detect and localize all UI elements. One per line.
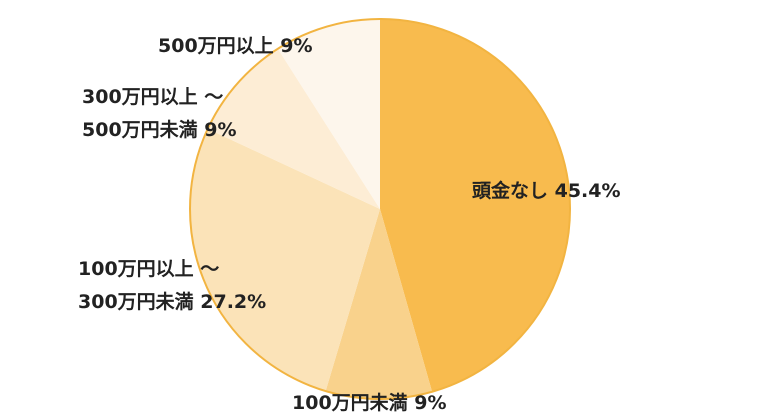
slice-label-2-line-1: 300万円未満 27.2% xyxy=(78,290,266,313)
pie-outline xyxy=(189,18,571,400)
slice-label-4: 500万円以上 9% xyxy=(158,35,313,57)
slice-label-3-line-0: 300万円以上 〜 xyxy=(82,86,223,108)
slice-label-2-line-0: 100万円以上 〜 xyxy=(78,258,219,280)
pie-slice-3 xyxy=(207,48,380,210)
labels-layer: 頭金なし 45.4% 100万円未満 9% 100万円以上 〜 300万円未満 27.… xyxy=(78,35,621,414)
slice-label-0: 頭金なし 45.4% xyxy=(472,179,621,202)
slice-label-4-line-0: 500万円以上 9% xyxy=(158,35,313,57)
slices-layer xyxy=(190,19,571,399)
slice-label-1: 100万円未満 9% xyxy=(292,391,447,414)
slice-label-2: 100万円以上 〜 300万円未満 27.2% xyxy=(78,258,266,313)
slice-label-1-line-0: 100万円未満 9% xyxy=(292,391,447,414)
slice-label-3: 300万円以上 〜 500万円未満 9% xyxy=(82,86,237,141)
pie-slice-0 xyxy=(380,19,571,392)
pie-slice-4 xyxy=(277,19,380,209)
pie-slice-2 xyxy=(190,128,380,392)
pie-slice-1 xyxy=(325,209,433,399)
slice-label-0-line-0: 頭金なし 45.4% xyxy=(472,179,621,202)
slice-label-3-line-1: 500万円未満 9% xyxy=(82,118,237,141)
